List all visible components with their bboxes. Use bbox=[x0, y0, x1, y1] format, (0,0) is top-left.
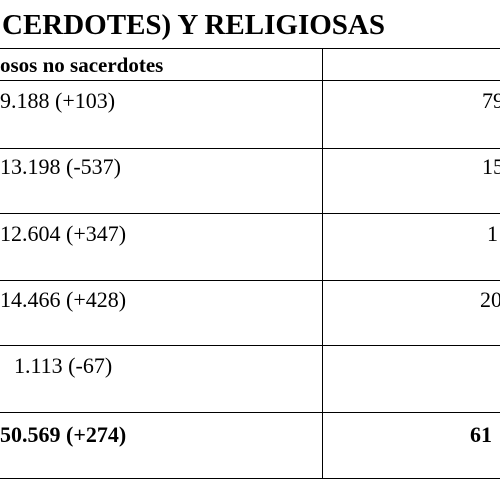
rule bbox=[0, 345, 500, 346]
cell: 79 bbox=[482, 88, 500, 113]
rule bbox=[0, 412, 500, 413]
cell: 14.466 (+428) bbox=[0, 287, 127, 312]
cell: 20 bbox=[480, 287, 500, 312]
cell: 15 bbox=[482, 154, 500, 179]
total-cell: 61 bbox=[470, 422, 492, 447]
rule bbox=[0, 48, 500, 49]
rule bbox=[0, 478, 500, 479]
cell: 13.198 (-537) bbox=[0, 154, 121, 179]
cell: 1.113 (-67) bbox=[14, 353, 113, 378]
title: CERDOTES) Y RELIGIOSAS bbox=[2, 9, 386, 41]
column-divider bbox=[322, 48, 323, 479]
header-cell: osos no sacerdotes bbox=[0, 53, 164, 77]
rule bbox=[0, 213, 500, 214]
total-cell: 50.569 (+274) bbox=[0, 422, 127, 447]
rule bbox=[0, 280, 500, 281]
cell: 1 bbox=[487, 221, 498, 246]
rule bbox=[0, 80, 500, 81]
cell: 12.604 (+347) bbox=[0, 221, 127, 246]
cell: 9.188 (+103) bbox=[0, 88, 116, 113]
rule bbox=[0, 148, 500, 149]
